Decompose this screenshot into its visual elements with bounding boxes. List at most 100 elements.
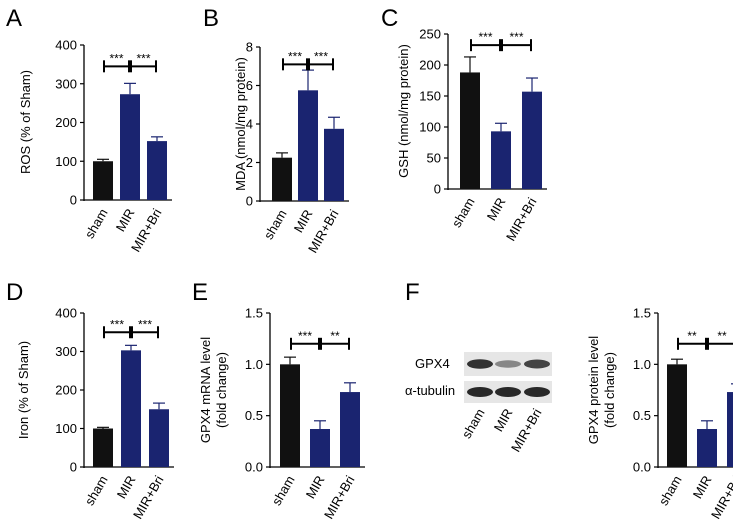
significance-label: ** xyxy=(717,329,727,343)
y-tick-label: 4 xyxy=(246,117,253,132)
category-label: MIR xyxy=(114,473,139,501)
category-label: sham xyxy=(82,473,111,508)
y-axis-label: GSH (nmol/mg protein) xyxy=(396,44,411,178)
bar-sham xyxy=(280,364,300,467)
y-tick-label: 100 xyxy=(419,120,441,135)
blot-band xyxy=(524,359,550,369)
y-tick-label: 1.0 xyxy=(245,357,263,372)
bar-sham xyxy=(460,72,480,189)
category-label: sham xyxy=(656,473,685,508)
y-tick-label: 400 xyxy=(55,38,77,53)
y-tick-label: 0 xyxy=(70,460,77,475)
bar-mir-bri xyxy=(727,392,733,467)
panel-letter-d: D xyxy=(6,279,23,306)
bar-sham xyxy=(272,157,292,201)
bar-sham xyxy=(93,428,113,467)
category-label: MIR xyxy=(690,473,715,501)
blot-band xyxy=(467,359,493,369)
panel-letter-c: C xyxy=(381,5,398,32)
panel-letter-b: B xyxy=(203,5,219,32)
significance-label: *** xyxy=(288,49,302,63)
category-label: MIR xyxy=(113,206,138,234)
significance-label: *** xyxy=(509,30,523,44)
significance-label: *** xyxy=(478,30,492,44)
y-tick-label: 8 xyxy=(246,40,253,55)
y-tick-label: 200 xyxy=(55,383,77,398)
y-tick-label: 50 xyxy=(427,151,441,166)
category-label: sham xyxy=(449,195,478,230)
y-tick-label: 2 xyxy=(246,155,253,170)
y-tick-label: 0.0 xyxy=(633,460,651,475)
y-tick-label: 0.0 xyxy=(245,460,263,475)
significance-label: *** xyxy=(314,49,328,63)
y-tick-label: 1.5 xyxy=(245,306,263,321)
blot-label-tubulin: α-tubulin xyxy=(405,383,455,398)
bar-sham xyxy=(667,364,687,467)
blot-band xyxy=(467,387,493,397)
bar-mir xyxy=(697,429,717,467)
bar-mir-bri xyxy=(324,128,344,201)
y-axis-label: Iron (% of Sham) xyxy=(16,341,31,439)
category-label: sham xyxy=(269,473,298,508)
category-label: MIR xyxy=(291,207,316,235)
y-tick-label: 250 xyxy=(419,27,441,42)
significance-label: ** xyxy=(687,329,697,343)
bar-mir xyxy=(120,94,140,200)
y-axis-label: ROS (% of Sham) xyxy=(18,70,33,174)
bar-mir-bri xyxy=(149,409,169,467)
bar-mir xyxy=(121,350,141,467)
category-label: MIR xyxy=(303,473,328,501)
y-tick-label: 6 xyxy=(246,78,253,93)
panel-letter-e: E xyxy=(192,279,208,306)
y-tick-label: 0 xyxy=(70,193,77,208)
blot-band xyxy=(495,387,521,397)
blot-lane-label: MIR xyxy=(491,406,516,434)
chart-gsh: 0 50 100 150 200 250 GSH (nmol/mg protein) sham… xyxy=(396,27,547,244)
y-axis-label: GPX4 mRNA level(fold change) xyxy=(198,337,229,443)
bar-mir xyxy=(491,131,511,189)
bar-mir-bri xyxy=(522,91,542,189)
y-axis-label: GPX4 protein level(fold change) xyxy=(586,336,617,445)
panel-letter-f: F xyxy=(405,279,420,306)
chart-gpx4-protein: 0.0 0.5 1.0 1.5 GPX4 protein level(fold chan… xyxy=(586,306,733,521)
panel-letter-a: A xyxy=(6,5,22,32)
y-tick-label: 0 xyxy=(434,182,441,197)
y-tick-label: 100 xyxy=(55,154,77,169)
y-tick-label: 1.5 xyxy=(633,306,651,321)
y-tick-label: 150 xyxy=(419,89,441,104)
blot-label-gpx4: GPX4 xyxy=(415,356,450,371)
y-tick-label: 1.0 xyxy=(633,357,651,372)
category-label: MIR+Bri xyxy=(503,195,540,244)
significance-label: *** xyxy=(138,317,152,331)
y-tick-label: 300 xyxy=(55,76,77,91)
significance-label: *** xyxy=(136,51,150,65)
y-tick-label: 0.5 xyxy=(633,408,651,423)
category-label: MIR xyxy=(484,195,509,223)
significance-label: *** xyxy=(109,51,123,65)
y-tick-label: 100 xyxy=(55,421,77,436)
chart-gpx4-mrna: 0.0 0.5 1.0 1.5 GPX4 mRNA level(fold change)… xyxy=(198,306,365,521)
bar-mir-bri xyxy=(147,141,167,200)
y-tick-label: 0.5 xyxy=(245,408,263,423)
category-label: sham xyxy=(82,206,111,241)
significance-label: ** xyxy=(330,329,340,343)
significance-label: *** xyxy=(298,329,312,343)
blot-band xyxy=(524,387,550,397)
bar-mir-bri xyxy=(340,392,360,467)
blot-band xyxy=(495,360,521,368)
y-tick-label: 0 xyxy=(246,194,253,209)
significance-label: *** xyxy=(110,317,124,331)
y-tick-label: 200 xyxy=(55,115,77,130)
bar-mir xyxy=(298,90,318,201)
bar-sham xyxy=(93,161,113,200)
y-tick-label: 400 xyxy=(55,306,77,321)
bar-mir xyxy=(310,429,330,467)
y-tick-label: 200 xyxy=(419,58,441,73)
category-label: sham xyxy=(261,207,290,242)
y-tick-label: 300 xyxy=(55,344,77,359)
